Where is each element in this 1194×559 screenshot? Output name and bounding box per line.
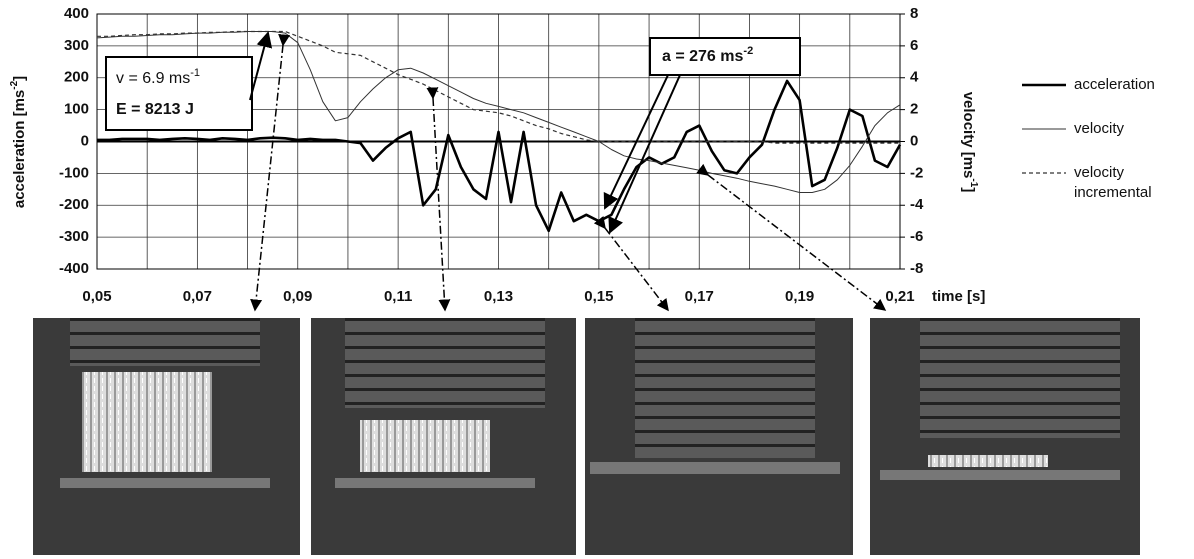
y-tick-label: 100	[64, 101, 89, 118]
series-line	[97, 30, 900, 144]
y2-tick-label: 2	[910, 101, 918, 118]
annotation-text: v = 6.9 ms	[116, 70, 190, 87]
x-tick-label: 0,17	[685, 288, 714, 305]
x-tick-label: 0,15	[584, 288, 613, 305]
photo-arrows	[250, 33, 887, 312]
y-axis-label: acceleration [ms-2]	[9, 76, 28, 208]
annotation-sup: -2	[743, 45, 753, 57]
y2-tick-label: -4	[910, 196, 924, 213]
x-tick-label: 0,13	[484, 288, 513, 305]
legend-label: velocity incremental	[1074, 164, 1152, 201]
y2-tick-label: -6	[910, 228, 923, 245]
annotation-box	[105, 56, 253, 131]
annotation-text: a = 276 ms	[662, 48, 744, 65]
annotation-box	[649, 37, 801, 76]
x-tick-label: 0,05	[82, 288, 111, 305]
x-axis-label: time [s]	[932, 288, 985, 305]
legend-label: acceleration	[1074, 76, 1155, 93]
y2-tick-label: 0	[910, 132, 918, 149]
arrows	[249, 31, 681, 234]
y-tick-label: -400	[59, 260, 89, 277]
y-tick-label: 300	[64, 37, 89, 54]
y-tick-label: 400	[64, 5, 89, 22]
y2-axis-label: velocity [ms-1]	[960, 92, 979, 193]
y2-tick-label: -2	[910, 164, 923, 181]
y-label-sup: -2	[9, 80, 20, 89]
legend-label-line: incremental	[1074, 184, 1152, 201]
x-tick-label: 0,21	[885, 288, 914, 305]
annotation-sup: -1	[190, 67, 200, 79]
y-label-text: acceleration [ms	[11, 90, 28, 208]
y-tick-label: 0	[81, 132, 89, 149]
annotation: v = 6.9 ms-1	[116, 67, 200, 87]
y2-tick-label: 4	[910, 69, 919, 86]
x-tick-label: 0,07	[183, 288, 212, 305]
y-tick-label: 200	[64, 69, 89, 86]
legend-label-line: velocity	[1074, 164, 1125, 181]
y-tick-label: -100	[59, 164, 89, 181]
photos	[33, 318, 1140, 555]
y2-tick-label: 6	[910, 37, 918, 54]
series-line	[97, 79, 902, 233]
x-tick-label: 0,11	[384, 288, 412, 305]
legend: acceleration velocity velocity incremental	[1022, 76, 1155, 201]
y2-label-sup: -1	[968, 178, 979, 187]
y2-label-end: ]	[960, 187, 977, 192]
y-tick-label: -200	[59, 196, 89, 213]
y2-tick-label: 8	[910, 5, 918, 22]
y-label-end: ]	[11, 76, 28, 81]
y2-label-text: velocity [ms	[960, 92, 977, 179]
x-tick-label: 0,09	[283, 288, 312, 305]
legend-label: velocity	[1074, 120, 1125, 137]
annotation: E = 8213 J	[116, 101, 194, 118]
annotation: a = 276 ms-2	[662, 45, 753, 65]
y-tick-label: -300	[59, 228, 89, 245]
x-tick-label: 0,19	[785, 288, 814, 305]
y2-tick-label: -8	[910, 260, 923, 277]
